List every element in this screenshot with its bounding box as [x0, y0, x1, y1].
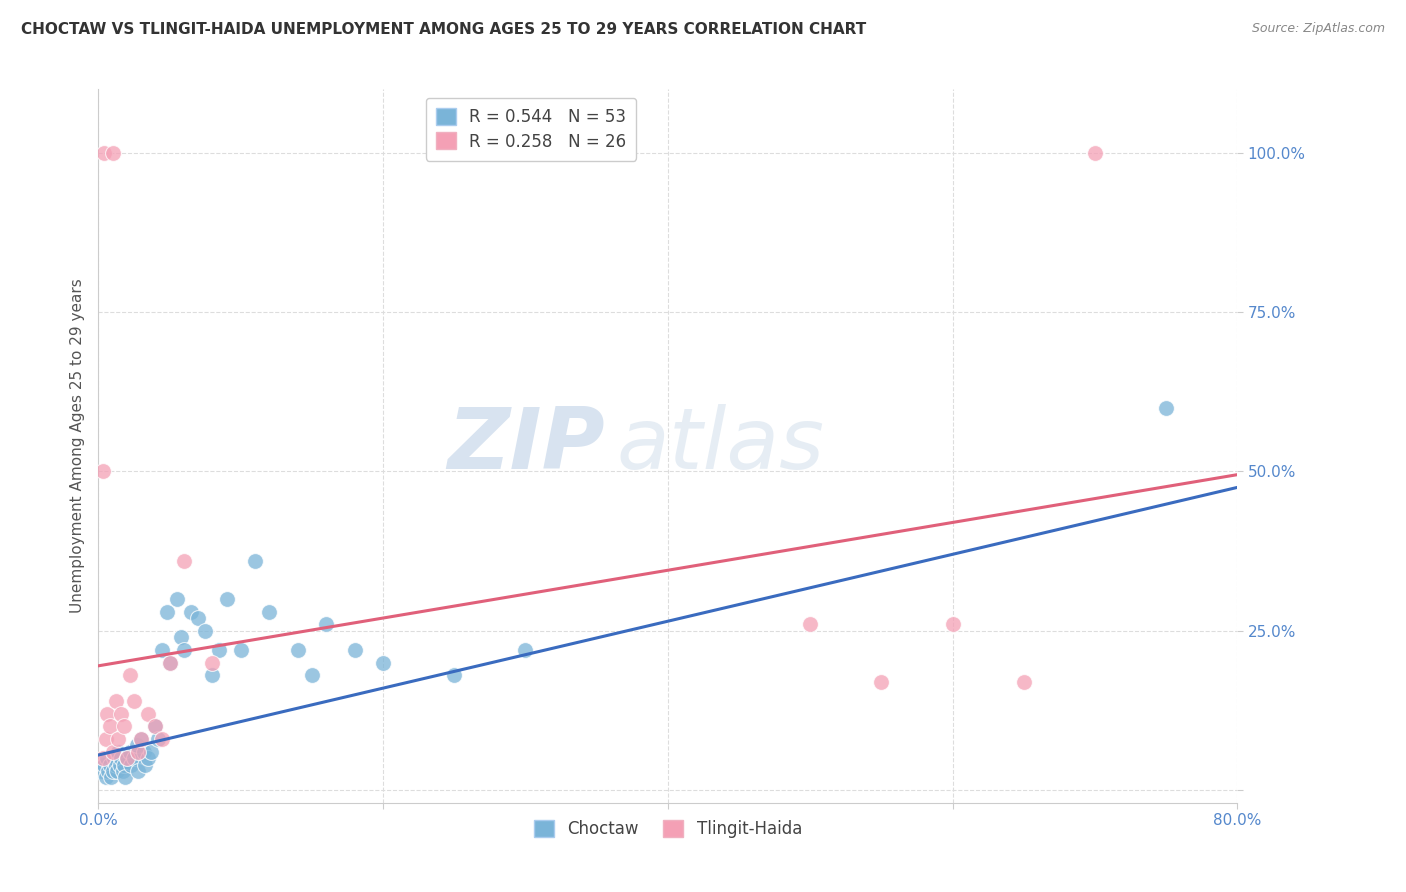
- Point: [287, 643, 309, 657]
- Text: CHOCTAW VS TLINGIT-HAIDA UNEMPLOYMENT AMONG AGES 25 TO 29 YEARS CORRELATION CHAR: CHOCTAW VS TLINGIT-HAIDA UNEMPLOYMENT AM…: [21, 22, 866, 37]
- Text: atlas: atlas: [617, 404, 824, 488]
- Point: [96, 751, 118, 765]
- Point: [136, 751, 159, 765]
- Point: [315, 617, 337, 632]
- Text: Source: ZipAtlas.com: Source: ZipAtlas.com: [1251, 22, 1385, 36]
- Point: [98, 757, 121, 772]
- Point: [1154, 401, 1177, 415]
- Point: [301, 668, 323, 682]
- Point: [215, 591, 238, 606]
- Point: [201, 668, 224, 682]
- Point: [115, 751, 138, 765]
- Point: [101, 764, 124, 778]
- Point: [152, 732, 174, 747]
- Point: [96, 706, 118, 721]
- Point: [166, 591, 188, 606]
- Point: [145, 719, 167, 733]
- Point: [1084, 145, 1107, 160]
- Point: [208, 643, 231, 657]
- Point: [90, 764, 112, 778]
- Point: [229, 643, 252, 657]
- Point: [243, 554, 266, 568]
- Point: [112, 757, 135, 772]
- Point: [122, 694, 145, 708]
- Point: [101, 145, 124, 160]
- Point: [173, 554, 195, 568]
- Point: [91, 465, 114, 479]
- Point: [870, 674, 893, 689]
- Point: [120, 757, 142, 772]
- Point: [152, 643, 174, 657]
- Point: [148, 732, 170, 747]
- Point: [94, 732, 117, 747]
- Point: [111, 764, 134, 778]
- Point: [127, 764, 149, 778]
- Point: [134, 757, 156, 772]
- Point: [443, 668, 465, 682]
- Point: [373, 656, 395, 670]
- Point: [110, 706, 132, 721]
- Point: [122, 751, 145, 765]
- Point: [187, 611, 209, 625]
- Point: [156, 605, 179, 619]
- Text: ZIP: ZIP: [447, 404, 605, 488]
- Point: [107, 732, 129, 747]
- Point: [107, 745, 129, 759]
- Point: [194, 624, 217, 638]
- Point: [159, 656, 181, 670]
- Point: [110, 751, 132, 765]
- Point: [114, 770, 136, 784]
- Point: [104, 694, 127, 708]
- Point: [108, 757, 131, 772]
- Point: [170, 630, 193, 644]
- Point: [127, 745, 149, 759]
- Point: [343, 643, 366, 657]
- Point: [173, 643, 195, 657]
- Point: [115, 751, 138, 765]
- Point: [159, 656, 181, 670]
- Point: [112, 719, 135, 733]
- Point: [139, 745, 162, 759]
- Point: [942, 617, 965, 632]
- Legend: Choctaw, Tlingit-Haida: Choctaw, Tlingit-Haida: [527, 813, 808, 845]
- Point: [201, 656, 224, 670]
- Point: [145, 719, 167, 733]
- Point: [259, 605, 281, 619]
- Point: [132, 745, 155, 759]
- Point: [180, 605, 202, 619]
- Point: [91, 751, 114, 765]
- Point: [100, 770, 122, 784]
- Point: [118, 668, 141, 682]
- Point: [125, 739, 148, 753]
- Point: [93, 757, 115, 772]
- Point: [103, 751, 125, 765]
- Point: [105, 764, 128, 778]
- Point: [93, 145, 115, 160]
- Point: [98, 719, 121, 733]
- Point: [799, 617, 821, 632]
- Point: [118, 745, 141, 759]
- Point: [129, 732, 152, 747]
- Point: [515, 643, 537, 657]
- Point: [1012, 674, 1035, 689]
- Point: [94, 770, 117, 784]
- Point: [104, 757, 127, 772]
- Point: [101, 745, 124, 759]
- Y-axis label: Unemployment Among Ages 25 to 29 years: Unemployment Among Ages 25 to 29 years: [69, 278, 84, 614]
- Point: [97, 764, 120, 778]
- Point: [136, 706, 159, 721]
- Point: [129, 732, 152, 747]
